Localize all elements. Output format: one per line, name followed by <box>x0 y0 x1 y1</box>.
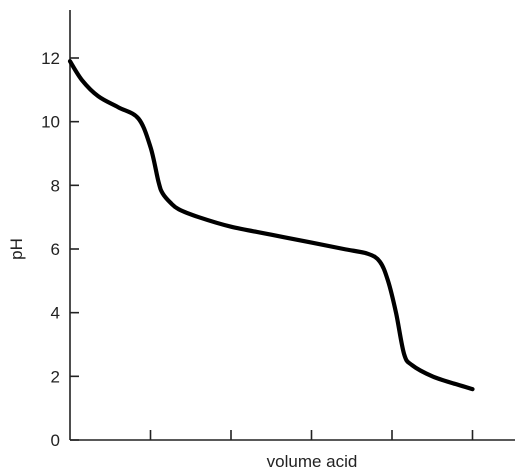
y-tick-label: 8 <box>51 176 60 195</box>
y-tick-label: 6 <box>51 240 60 259</box>
y-axis-ticks: 0 2 4 6 8 10 12 <box>41 49 79 450</box>
x-axis-ticks <box>149 430 474 440</box>
y-tick-label: 12 <box>41 49 60 68</box>
y-tick-label: 0 <box>51 431 60 450</box>
y-tick-label: 2 <box>51 367 60 386</box>
y-tick-label: 4 <box>51 304 60 323</box>
y-tick-label: 10 <box>41 113 60 132</box>
ph-curve <box>67 59 475 392</box>
x-axis-label: volume acid <box>267 452 358 471</box>
y-axis-label: pH <box>7 238 26 260</box>
